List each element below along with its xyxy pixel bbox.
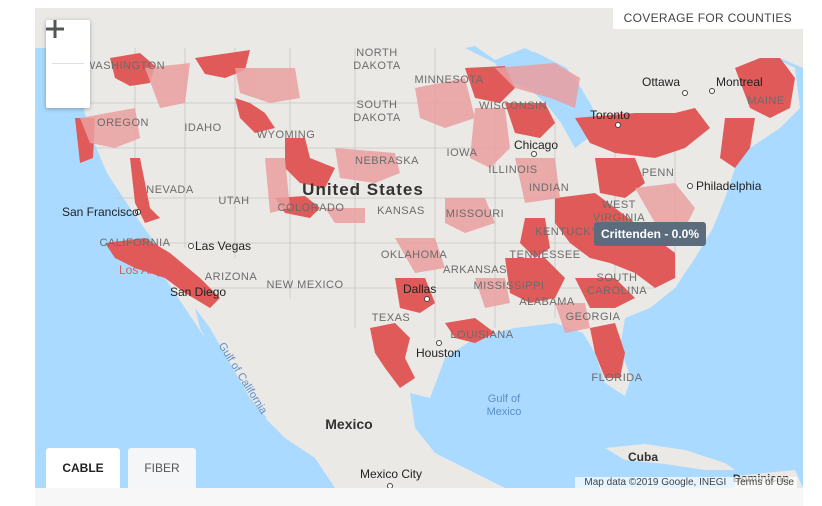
state-label-arizona: ARIZONA <box>205 271 258 283</box>
state-label-missouri: MISSOURI <box>446 208 504 220</box>
state-label-maine: MAINE <box>747 95 784 107</box>
city-label-mexico-city: Mexico City <box>360 467 422 481</box>
gulf-california-water <box>195 308 267 423</box>
map-data-credit: Map data ©2019 Google, INEGI <box>584 477 727 488</box>
zoom-divider <box>52 63 84 64</box>
city-labels: San Francisco Las Vegas Los Angeles San … <box>62 75 763 481</box>
state-label-west-virginia: WEST VIRGINIA <box>593 199 645 224</box>
city-label-ottawa: Ottawa <box>642 75 680 89</box>
minus-icon <box>46 27 64 31</box>
map-attribution: Map data ©2019 Google, INEGI Terms of Us… <box>575 477 797 488</box>
state-label-kentucky: KENTUCKY <box>535 226 599 238</box>
city-label-las-vegas: Las Vegas <box>195 239 251 253</box>
city-label-chicago: Chicago <box>514 138 558 152</box>
city-label-houston: Houston <box>416 346 461 360</box>
state-label-mississippi: MISSISSIPPI <box>474 280 545 292</box>
state-label-nebraska: NEBRASKA <box>355 155 419 167</box>
state-label-alabama: ALABAMA <box>519 296 575 308</box>
state-label-illinois: ILLINOIS <box>488 164 537 176</box>
city-label-san-diego: San Diego <box>170 285 226 299</box>
state-label-louisiana: LOUISIANA <box>450 329 513 341</box>
coverage-for-counties-label: COVERAGE FOR COUNTIES <box>612 8 803 29</box>
state-label-california: CALIFORNIA <box>99 237 170 249</box>
country-label-united-states: United States <box>302 180 424 199</box>
city-label-dallas: Dallas <box>403 282 436 296</box>
tab-fiber[interactable]: FIBER <box>128 448 196 488</box>
country-label-mexico: Mexico <box>325 416 372 432</box>
mexico-land <box>165 278 505 488</box>
state-label-new-mexico: NEW MEXICO <box>266 279 343 291</box>
map-container[interactable]: WASHINGTON OREGON IDAHO NEVADA CALIFORNI… <box>35 8 803 488</box>
state-label-utah: UTAH <box>218 195 249 207</box>
state-label-wisconsin: WISCONSIN <box>479 100 547 112</box>
state-label-tennessee: TENNESSEE <box>509 249 580 261</box>
city-label-san-francisco: San Francisco <box>62 205 139 219</box>
state-label-south-dakota: SOUTH DAKOTA <box>353 99 401 124</box>
tab-cable[interactable]: CABLE <box>46 448 120 488</box>
state-label-idaho: IDAHO <box>184 122 221 134</box>
state-label-indiana: INDIAN <box>529 182 569 194</box>
state-label-nevada: NEVADA <box>146 184 194 196</box>
state-label-iowa: IOWA <box>447 147 478 159</box>
state-label-colorado: COLORADO <box>278 202 345 214</box>
city-label-philadelphia: Philadelphia <box>696 179 762 193</box>
map-canvas[interactable]: WASHINGTON OREGON IDAHO NEVADA CALIFORNI… <box>35 8 803 488</box>
city-markers <box>135 88 715 488</box>
state-labels: WASHINGTON OREGON IDAHO NEVADA CALIFORNI… <box>85 47 784 384</box>
state-label-south-carolina: SOUTH CAROLINA <box>587 272 647 297</box>
state-label-minnesota: MINNESOTA <box>414 74 483 86</box>
terms-of-use-link[interactable]: Terms of Use <box>735 477 794 488</box>
zoom-out-button[interactable] <box>46 27 90 107</box>
state-label-wyoming: WYOMING <box>257 129 316 141</box>
water-label-gulf-of-mexico: Gulf of Mexico <box>487 393 522 418</box>
state-label-kansas: KANSAS <box>377 205 425 217</box>
state-label-washington: WASHINGTON <box>85 60 165 72</box>
bottom-strip <box>35 488 803 506</box>
state-label-georgia: GEORGIA <box>566 311 621 323</box>
state-label-north-dakota: NORTH DAKOTA <box>353 47 401 72</box>
state-label-florida: FLORIDA <box>591 372 642 384</box>
state-label-penn: PENN <box>642 167 675 179</box>
city-label-toronto: Toronto <box>590 108 630 122</box>
state-label-arkansas: ARKANSAS <box>443 264 507 276</box>
zoom-control <box>46 20 90 108</box>
country-label-cuba: Cuba <box>628 450 658 464</box>
coverage-type-tabs: CABLE FIBER <box>46 448 196 488</box>
canada-land <box>35 8 803 133</box>
cuba-land <box>605 444 735 470</box>
coverage-light-layer <box>80 63 695 333</box>
city-label-los-angeles: Los Angeles <box>119 263 184 277</box>
state-label-oklahoma: OKLAHOMA <box>381 249 448 261</box>
city-label-montreal: Montreal <box>716 75 763 89</box>
state-label-texas: TEXAS <box>372 312 411 324</box>
state-label-oregon: OREGON <box>97 117 149 129</box>
county-tooltip: Crittenden - 0.0% <box>594 222 707 246</box>
